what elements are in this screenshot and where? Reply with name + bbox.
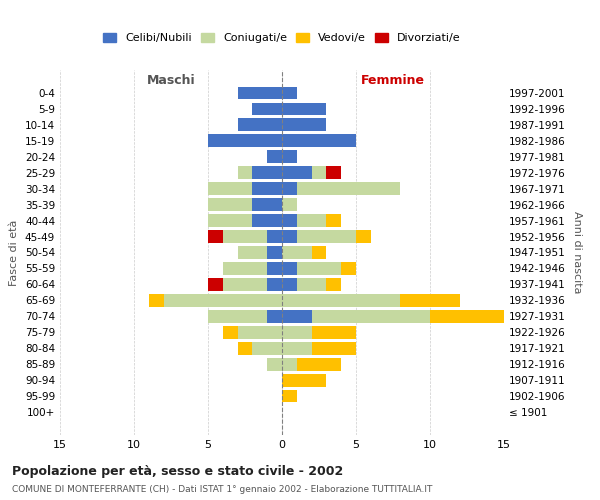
Bar (253, 214, 282, 227)
Bar (282, 262, 297, 275)
Bar (238, 166, 253, 179)
Bar (282, 134, 356, 147)
Bar (282, 310, 311, 322)
Bar (282, 246, 311, 259)
Bar (267, 358, 282, 370)
Bar (208, 278, 223, 291)
Bar (253, 342, 282, 354)
Bar (282, 326, 311, 338)
Bar (238, 86, 282, 100)
Bar (223, 278, 267, 291)
Bar (223, 326, 238, 338)
Bar (149, 294, 164, 306)
Bar (282, 230, 297, 243)
Bar (282, 358, 297, 370)
Bar (430, 310, 504, 322)
Bar (267, 150, 282, 163)
Bar (311, 166, 326, 179)
Bar (238, 342, 253, 354)
Bar (297, 230, 356, 243)
Bar (223, 230, 267, 243)
Legend: Celibi/Nubili, Coniugati/e, Vedovi/e, Divorziati/e: Celibi/Nubili, Coniugati/e, Vedovi/e, Di… (99, 28, 465, 48)
Text: Femmine: Femmine (361, 74, 425, 86)
Bar (238, 118, 282, 132)
Bar (208, 310, 267, 322)
Bar (164, 294, 282, 306)
Bar (282, 198, 297, 211)
Bar (311, 342, 356, 354)
Bar (253, 182, 282, 195)
Bar (282, 294, 400, 306)
Bar (282, 390, 297, 402)
Bar (311, 310, 430, 322)
Bar (311, 246, 326, 259)
Bar (282, 166, 311, 179)
Bar (208, 230, 223, 243)
Text: Maschi: Maschi (146, 74, 196, 86)
Y-axis label: Fasce di età: Fasce di età (10, 220, 19, 286)
Bar (326, 166, 341, 179)
Bar (238, 326, 282, 338)
Bar (208, 214, 253, 227)
Bar (282, 342, 311, 354)
Bar (326, 214, 341, 227)
Bar (297, 262, 341, 275)
Bar (297, 278, 326, 291)
Bar (253, 166, 282, 179)
Bar (253, 102, 282, 116)
Y-axis label: Anni di nascita: Anni di nascita (572, 211, 582, 294)
Bar (282, 102, 326, 116)
Bar (267, 278, 282, 291)
Bar (282, 374, 326, 386)
Bar (282, 278, 297, 291)
Bar (356, 230, 371, 243)
Bar (311, 326, 356, 338)
Bar (223, 262, 267, 275)
Bar (267, 310, 282, 322)
Bar (267, 246, 282, 259)
Bar (282, 214, 297, 227)
Bar (253, 198, 282, 211)
Bar (297, 214, 326, 227)
Bar (238, 246, 267, 259)
Bar (297, 182, 400, 195)
Bar (341, 262, 356, 275)
Bar (208, 134, 282, 147)
Bar (326, 278, 341, 291)
Bar (297, 358, 341, 370)
Bar (400, 294, 460, 306)
Bar (208, 182, 253, 195)
Bar (282, 182, 297, 195)
Bar (282, 86, 297, 100)
Bar (267, 262, 282, 275)
Text: COMUNE DI MONTEFERRANTE (CH) - Dati ISTAT 1° gennaio 2002 - Elaborazione TUTTITA: COMUNE DI MONTEFERRANTE (CH) - Dati ISTA… (12, 485, 433, 494)
Bar (282, 150, 297, 163)
Bar (208, 198, 253, 211)
Text: Popolazione per età, sesso e stato civile - 2002: Popolazione per età, sesso e stato civil… (12, 465, 343, 478)
Bar (267, 230, 282, 243)
Bar (282, 118, 326, 132)
